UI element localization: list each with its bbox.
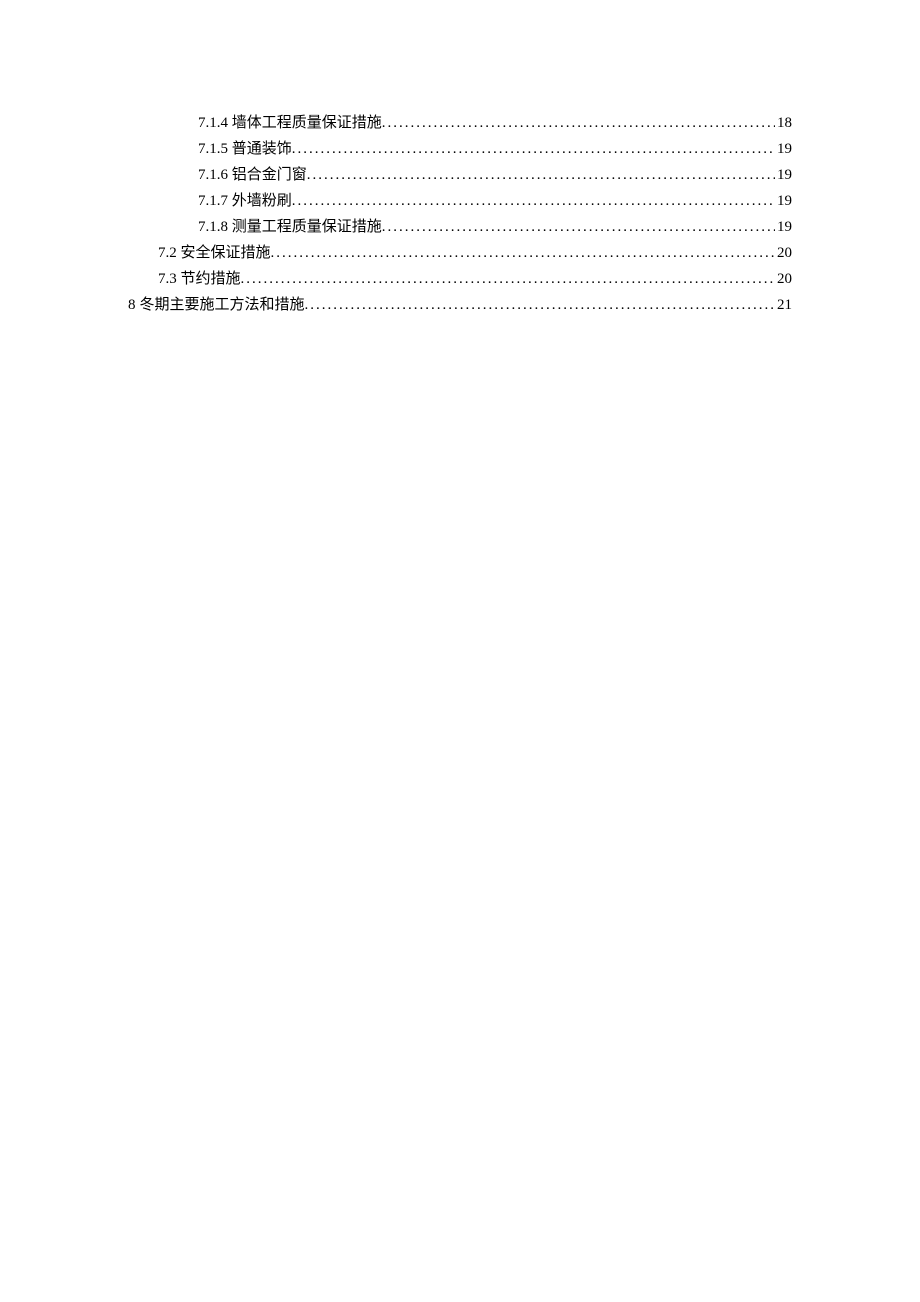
toc-entry-label: 7.1.8 测量工程质量保证措施 [198,214,382,240]
toc-dot-leader [304,292,775,318]
toc-dot-leader [292,136,775,162]
toc-dot-leader [382,110,775,136]
toc-dot-leader [307,162,775,188]
toc-entry-page: 19 [775,136,792,162]
toc-entry: 7.2 安全保证措施 20 [128,240,792,266]
toc-entry: 7.1.4 墙体工程质量保证措施 18 [128,110,792,136]
toc-entry-page: 19 [775,162,792,188]
toc-entry: 7.3 节约措施 20 [128,266,792,292]
toc-entry: 7.1.7 外墙粉刷 19 [128,188,792,214]
toc-dot-leader [271,240,775,266]
toc-entry: 7.1.6 铝合金门窗 19 [128,162,792,188]
toc-page: 7.1.4 墙体工程质量保证措施 18 7.1.5 普通装饰 19 7.1.6 … [0,0,920,318]
toc-entry-page: 19 [775,214,792,240]
toc-entry-label: 7.1.4 墙体工程质量保证措施 [198,110,382,136]
toc-entry-page: 20 [775,266,792,292]
toc-entry-label: 7.1.6 铝合金门窗 [198,162,307,188]
toc-entry-page: 18 [775,110,792,136]
toc-dot-leader [292,188,775,214]
toc-entry-label: 7.2 安全保证措施 [158,240,271,266]
toc-entry-label: 7.1.5 普通装饰 [198,136,292,162]
toc-entry-label: 7.3 节约措施 [158,266,241,292]
toc-entry: 8 冬期主要施工方法和措施 21 [128,292,792,318]
toc-entry: 7.1.8 测量工程质量保证措施 19 [128,214,792,240]
toc-entry-page: 20 [775,240,792,266]
toc-chapter-number: 8 [128,292,139,318]
toc-dot-leader [241,266,775,292]
toc-entry-page: 21 [775,292,792,318]
toc-entry-page: 19 [775,188,792,214]
toc-dot-leader [382,214,775,240]
toc-entry: 7.1.5 普通装饰 19 [128,136,792,162]
toc-entry-label: 7.1.7 外墙粉刷 [198,188,292,214]
toc-entry-label: 冬期主要施工方法和措施 [139,292,304,318]
